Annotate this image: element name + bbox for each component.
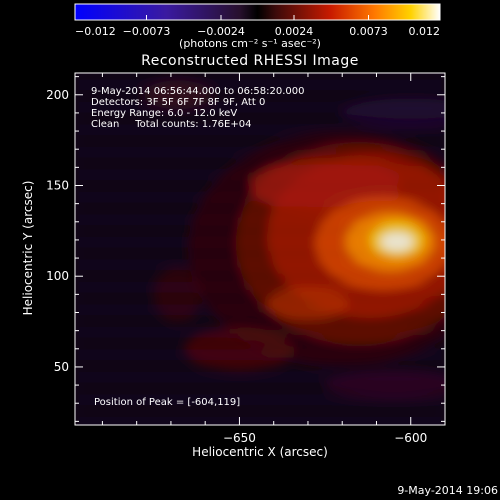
- colorbar-tick-label: −0.0073: [123, 25, 171, 38]
- heatmap-stripe: [75, 217, 445, 223]
- heatmap-stripe: [75, 419, 445, 425]
- colorbar-tick-label: 0.0073: [349, 25, 388, 38]
- heatmap-stripe: [75, 194, 445, 201]
- heatmap-stripe: [75, 295, 445, 302]
- heatmap-stripe: [75, 250, 445, 257]
- heatmap-blob: [342, 98, 445, 128]
- image-annotation: 9-May-2014 06:56:44.000 to 06:58:20.000 …: [91, 86, 304, 130]
- y-tick-label: 50: [54, 360, 69, 374]
- heatmap-stripe: [75, 149, 445, 156]
- x-tick-label: −650: [223, 431, 256, 445]
- heatmap-stripe: [75, 115, 445, 122]
- heatmap-stripe: [75, 408, 445, 414]
- heatmap-image: [75, 73, 500, 425]
- y-axis-label: Heliocentric Y (arcsec): [21, 180, 35, 316]
- colorbar-tick-label: −0.0024: [197, 25, 245, 38]
- axis-ticks: −650−600−55050100150200: [46, 73, 446, 445]
- heatmap-stripe: [75, 318, 445, 324]
- colorbar-tick-label: 0.0024: [275, 25, 314, 38]
- heatmap-blob: [462, 240, 500, 349]
- y-tick-label: 150: [46, 178, 69, 192]
- heatmap-stripe: [75, 172, 445, 178]
- heatmap-stripe: [75, 183, 445, 189]
- colorbar: [74, 3, 441, 21]
- annotation-peak-position: Position of Peak = [-604,119]: [94, 397, 241, 408]
- heatmap-stripe: [75, 385, 445, 392]
- heatmap-stripe: [75, 104, 445, 111]
- heatmap-stripe: [75, 93, 445, 99]
- heatmap-stripe: [75, 397, 445, 403]
- colorbar-ticks: −0.012 −0.0073 −0.0024 0.0024 0.0073 0.012: [74, 15, 441, 38]
- heatmap-stripe: [75, 82, 445, 88]
- heatmap-stripe: [75, 273, 445, 279]
- heatmap-stripe: [75, 284, 445, 291]
- heatmap-stripe: [75, 228, 445, 234]
- heatmap-stripe: [75, 127, 445, 133]
- heatmap-stripe: [75, 73, 445, 77]
- heatmap-stripe: [75, 352, 445, 358]
- x-axis-label: Heliocentric X (arcsec): [192, 445, 328, 459]
- heatmap-stripe: [75, 340, 445, 347]
- heatmap-stripe: [75, 239, 445, 246]
- annotation-detectors: Detectors: 3F 5F 6F 7F 8F 9F, Att 0: [91, 97, 266, 108]
- y-tick-label: 200: [46, 88, 69, 102]
- heatmap-stripe: [75, 363, 445, 369]
- heatmap-stripe: [75, 329, 445, 336]
- heatmap-stripe: [75, 160, 445, 167]
- colorbar-tick-label: 0.012: [409, 25, 441, 38]
- heatmap-stripe: [75, 374, 445, 381]
- footer-timestamp: 9-May-2014 19:06: [397, 484, 498, 497]
- annotation-clean: Clean Total counts: 1.76E+04: [91, 119, 252, 130]
- colorbar-tick-label: −0.012: [75, 25, 116, 38]
- heatmap-blob: [266, 287, 350, 320]
- colorbar-units: (photons cm⁻² s⁻¹ asec⁻²): [179, 37, 321, 50]
- x-tick-label: −600: [394, 431, 427, 445]
- heatmap-stripe: [75, 138, 445, 144]
- annotation-energy: Energy Range: 6.0 - 12.0 keV: [91, 108, 238, 119]
- heatmap-stripe: [75, 205, 445, 212]
- plot-frame: [74, 72, 446, 426]
- heatmap-stripe: [75, 262, 445, 268]
- heatmap-blob: [184, 327, 295, 371]
- chart-title: Reconstructed RHESSI Image: [141, 53, 359, 69]
- annotation-time-range: 9-May-2014 06:56:44.000 to 06:58:20.000: [91, 86, 305, 97]
- heatmap-stripe: [75, 307, 445, 313]
- y-tick-label: 100: [46, 269, 69, 283]
